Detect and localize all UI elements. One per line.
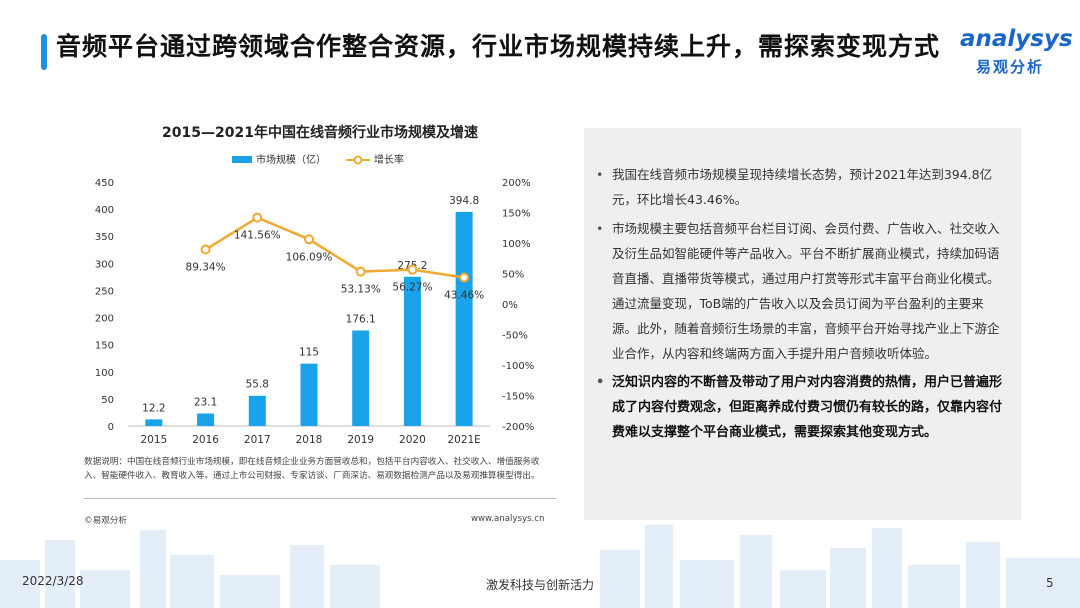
y-left-tick-label: 0 (108, 422, 114, 433)
line-data-label: 141.56% (234, 230, 281, 242)
insight-bullets: 我国在线音频市场规模呈现持续增长态势，预计2021年达到394.8亿元，环比增长… (592, 162, 1002, 449)
legend-line-label: 增长率 (374, 153, 404, 166)
x-tick-label: 2017 (244, 434, 271, 446)
website-text: www.analysys.cn (471, 514, 545, 524)
insight-bullet: 市场规模主要包括音频平台栏目订阅、会员付费、广告收入、社交收入及衍生品如智能硬件… (592, 216, 1002, 366)
y-right-tick-label: 150% (502, 209, 531, 220)
legend-bar-label: 市场规模（亿） (256, 153, 326, 166)
x-tick-label: 2019 (347, 434, 374, 446)
growth-rate-point (304, 234, 314, 245)
legend-line-marker (353, 155, 363, 165)
bar-market-size (300, 363, 318, 426)
logo-text-en: analysys (960, 26, 1073, 52)
bar-market-size (248, 395, 266, 426)
bar-data-label: 176.1 (346, 314, 376, 326)
logo-text-cn: 易观分析 (976, 58, 1045, 76)
chart-footnote: 数据说明：中国在线音频行业市场规模，即在线音频企业业务方面营收总和，包括平台内容… (84, 457, 540, 481)
market-size-chart: 市场规模（亿） 增长率 0 50 100 150 200 250 300 350 400 450 -20… (95, 153, 534, 446)
bar-data-label: 55.8 (246, 379, 269, 391)
growth-rate-point (459, 272, 470, 283)
title-accent-bar (41, 34, 47, 70)
bar-market-size (145, 419, 163, 426)
y-left-tick-label: 450 (95, 178, 114, 189)
footer-slogan: 激发科技与创新活力 (485, 578, 594, 592)
bar-market-size (352, 330, 370, 426)
growth-rate-point (355, 266, 366, 277)
y-right-tick-label: 100% (502, 239, 531, 250)
y-left-tick-label: 350 (95, 232, 114, 243)
page-title: 音频平台通过跨领域合作整合资源，行业市场规模持续上升，需探索变现方式 (56, 32, 941, 61)
y-left-tick-label: 150 (95, 341, 114, 352)
x-tick-label: 2020 (399, 434, 426, 446)
growth-rate-line (204, 216, 465, 279)
bar-market-size (197, 413, 215, 426)
growth-rate-point (200, 244, 211, 255)
page-number: 5 (1046, 576, 1054, 590)
x-tick-label: 2018 (296, 434, 323, 446)
bar-data-label: 115 (299, 347, 319, 359)
bar-data-label: 12.2 (142, 402, 165, 414)
insight-bullet: 我国在线音频市场规模呈现持续增长态势，预计2021年达到394.8亿元，环比增长… (592, 162, 1002, 212)
insight-bullet: 泛知识内容的不断普及带动了用户对内容消费的热情，用户已普遍形成了内容付费观念，但… (592, 370, 1002, 445)
growth-rate-point (252, 212, 263, 223)
y-right-tick-label: 0% (502, 300, 518, 311)
footer-date: 2022/3/28 (22, 574, 84, 588)
y-right-tick-label: 50% (502, 270, 524, 281)
copyright-text: ©易观分析 (84, 516, 127, 526)
footnote-divider (84, 498, 556, 499)
x-tick-label: 2016 (192, 434, 219, 446)
chart-title: 2015—2021年中国在线音频行业市场规模及增速 (162, 125, 478, 141)
bar-market-size (455, 211, 473, 426)
line-data-label: 106.09% (286, 251, 333, 263)
city-skyline-decoration (0, 525, 1080, 608)
bar-data-label: 23.1 (194, 396, 217, 408)
y-right-tick-label: 200% (502, 178, 531, 189)
bar-data-label: 394.8 (449, 195, 479, 207)
analysys-logo: analysys 易观分析 (960, 26, 1073, 82)
y-right-tick-label: -200% (502, 422, 534, 433)
x-tick-label: 2015 (140, 434, 167, 446)
y-left-tick-label: 50 (101, 395, 114, 406)
growth-rate-point (407, 264, 418, 275)
y-left-tick-label: 100 (95, 368, 114, 379)
y-right-tick-label: -100% (502, 361, 534, 372)
x-tick-label: 2021E (447, 434, 480, 446)
legend-bar-swatch (232, 156, 252, 163)
y-left-tick-label: 400 (95, 205, 114, 216)
line-data-label: 53.13% (341, 284, 381, 296)
line-data-label: 56.27% (392, 282, 432, 294)
bar-market-size (403, 276, 421, 426)
y-right-tick-label: -50% (502, 331, 528, 342)
y-right-tick-label: -150% (502, 392, 534, 403)
y-left-tick-label: 200 (95, 314, 114, 325)
y-left-tick-label: 250 (95, 286, 114, 297)
line-data-label: 89.34% (186, 262, 226, 274)
line-data-label: 43.46% (444, 289, 484, 301)
y-left-tick-label: 300 (95, 259, 114, 270)
